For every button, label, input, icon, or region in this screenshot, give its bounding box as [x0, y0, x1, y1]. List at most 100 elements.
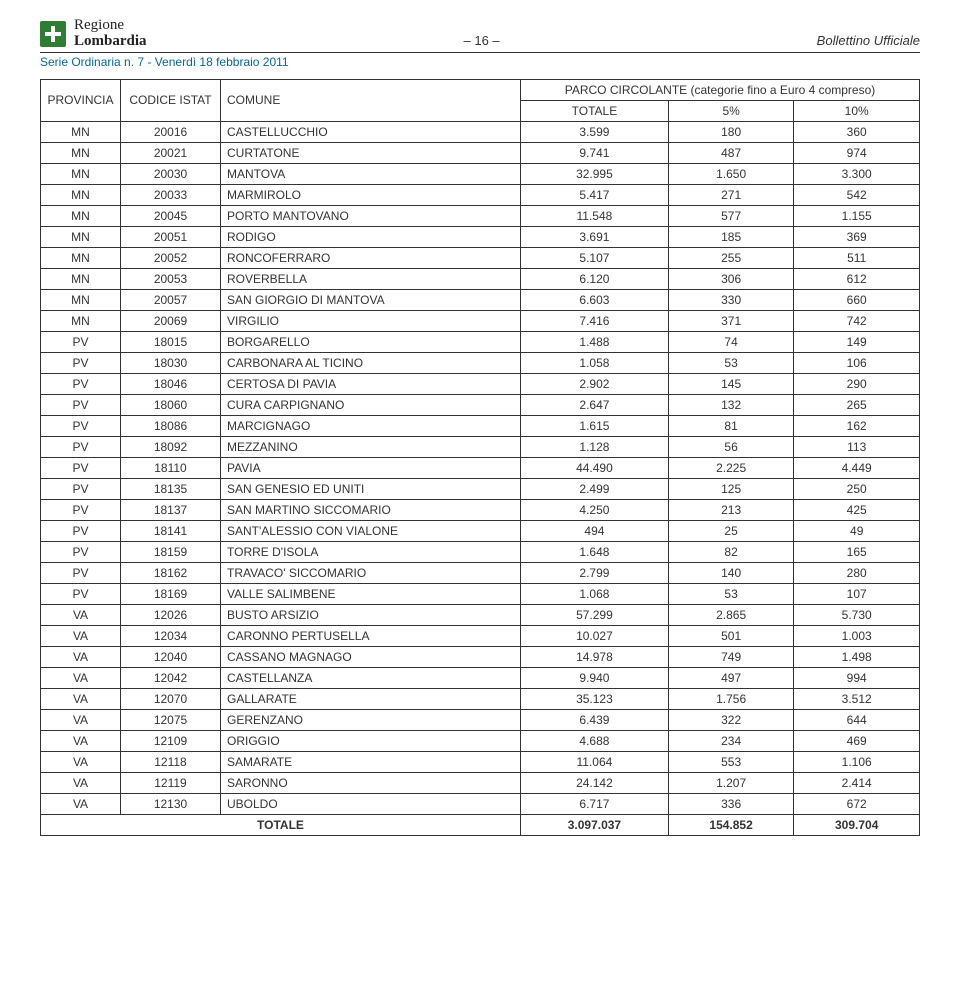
- cell-provincia: VA: [41, 772, 121, 793]
- table-row: PV18046CERTOSA DI PAVIA2.902145290: [41, 373, 920, 394]
- table-row: VA12070GALLARATE35.1231.7563.512: [41, 688, 920, 709]
- cell-totale: 6.120: [521, 268, 669, 289]
- cell-totale: 44.490: [521, 457, 669, 478]
- cell-10pct: 542: [794, 184, 920, 205]
- cell-codice: 12070: [121, 688, 221, 709]
- cell-comune: CURA CARPIGNANO: [221, 394, 521, 415]
- cell-comune: MANTOVA: [221, 163, 521, 184]
- cell-provincia: VA: [41, 751, 121, 772]
- cell-comune: GERENZANO: [221, 709, 521, 730]
- cell-comune: CURTATONE: [221, 142, 521, 163]
- cell-provincia: PV: [41, 583, 121, 604]
- page-container: Regione Lombardia – 16 – Bollettino Uffi…: [0, 0, 960, 856]
- cell-totale: 35.123: [521, 688, 669, 709]
- cell-10pct: 2.414: [794, 772, 920, 793]
- cell-10pct: 742: [794, 310, 920, 331]
- cell-10pct: 149: [794, 331, 920, 352]
- cell-codice: 18046: [121, 373, 221, 394]
- cell-totale: 6.603: [521, 289, 669, 310]
- cell-10pct: 107: [794, 583, 920, 604]
- cell-5pct: 306: [668, 268, 794, 289]
- table-row: PV18086MARCIGNAGO1.61581162: [41, 415, 920, 436]
- cell-provincia: MN: [41, 121, 121, 142]
- table-row: PV18162TRAVACO' SICCOMARIO2.799140280: [41, 562, 920, 583]
- cell-comune: PAVIA: [221, 457, 521, 478]
- total-label: TOTALE: [41, 814, 521, 835]
- cell-10pct: 265: [794, 394, 920, 415]
- cell-10pct: 511: [794, 247, 920, 268]
- cell-5pct: 2.225: [668, 457, 794, 478]
- cell-totale: 1.068: [521, 583, 669, 604]
- logo-block: Regione Lombardia: [40, 18, 147, 50]
- cell-10pct: 369: [794, 226, 920, 247]
- cell-comune: SAN GIORGIO DI MANTOVA: [221, 289, 521, 310]
- cell-totale: 2.499: [521, 478, 669, 499]
- table-row: MN20045PORTO MANTOVANO11.5485771.155: [41, 205, 920, 226]
- table-row: MN20052RONCOFERRARO5.107255511: [41, 247, 920, 268]
- table-header: PROVINCIA CODICE ISTAT COMUNE PARCO CIRC…: [41, 79, 920, 121]
- cell-10pct: 1.155: [794, 205, 920, 226]
- table-row: PV18060CURA CARPIGNANO2.647132265: [41, 394, 920, 415]
- cell-comune: RONCOFERRARO: [221, 247, 521, 268]
- cell-provincia: PV: [41, 541, 121, 562]
- cell-totale: 1.058: [521, 352, 669, 373]
- cell-5pct: 2.865: [668, 604, 794, 625]
- cell-comune: VALLE SALIMBENE: [221, 583, 521, 604]
- cell-comune: TORRE D'ISOLA: [221, 541, 521, 562]
- cell-10pct: 1.498: [794, 646, 920, 667]
- cell-provincia: PV: [41, 478, 121, 499]
- cell-totale: 9.741: [521, 142, 669, 163]
- top-bar: Regione Lombardia – 16 – Bollettino Uffi…: [40, 18, 920, 53]
- data-table: PROVINCIA CODICE ISTAT COMUNE PARCO CIRC…: [40, 79, 920, 836]
- cell-comune: MEZZANINO: [221, 436, 521, 457]
- cell-5pct: 234: [668, 730, 794, 751]
- table-row: PV18137SAN MARTINO SICCOMARIO4.250213425: [41, 499, 920, 520]
- cell-totale: 1.648: [521, 541, 669, 562]
- cell-totale: 1.615: [521, 415, 669, 436]
- cell-provincia: VA: [41, 604, 121, 625]
- cell-10pct: 425: [794, 499, 920, 520]
- table-row: PV18135SAN GENESIO ED UNITI2.499125250: [41, 478, 920, 499]
- table-row: PV18015BORGARELLO1.48874149: [41, 331, 920, 352]
- table-row: MN20053ROVERBELLA6.120306612: [41, 268, 920, 289]
- cell-5pct: 25: [668, 520, 794, 541]
- cell-5pct: 82: [668, 541, 794, 562]
- table-row: VA12040CASSANO MAGNAGO14.9787491.498: [41, 646, 920, 667]
- cell-5pct: 1.756: [668, 688, 794, 709]
- cell-totale: 2.902: [521, 373, 669, 394]
- cell-10pct: 250: [794, 478, 920, 499]
- cell-totale: 11.548: [521, 205, 669, 226]
- cell-5pct: 553: [668, 751, 794, 772]
- table-row: VA12119SARONNO24.1421.2072.414: [41, 772, 920, 793]
- cell-provincia: VA: [41, 688, 121, 709]
- cell-comune: PORTO MANTOVANO: [221, 205, 521, 226]
- cell-5pct: 180: [668, 121, 794, 142]
- cell-comune: GALLARATE: [221, 688, 521, 709]
- table-row: PV18159TORRE D'ISOLA1.64882165: [41, 541, 920, 562]
- cell-10pct: 1.003: [794, 625, 920, 646]
- cell-5pct: 322: [668, 709, 794, 730]
- cell-codice: 18110: [121, 457, 221, 478]
- cell-totale: 5.417: [521, 184, 669, 205]
- cell-5pct: 53: [668, 352, 794, 373]
- region-line1: Regione: [74, 18, 147, 34]
- cell-provincia: VA: [41, 793, 121, 814]
- region-line2: Lombardia: [74, 34, 147, 50]
- cell-comune: CASSANO MAGNAGO: [221, 646, 521, 667]
- cell-10pct: 994: [794, 667, 920, 688]
- cell-totale: 11.064: [521, 751, 669, 772]
- cell-codice: 12109: [121, 730, 221, 751]
- cell-provincia: PV: [41, 373, 121, 394]
- document-title: Bollettino Ufficiale: [817, 33, 920, 50]
- series-subhead: Serie Ordinaria n. 7 - Venerdì 18 febbra…: [40, 55, 920, 69]
- cell-comune: CARONNO PERTUSELLA: [221, 625, 521, 646]
- cell-codice: 18169: [121, 583, 221, 604]
- table-row: VA12130UBOLDO6.717336672: [41, 793, 920, 814]
- cell-comune: TRAVACO' SICCOMARIO: [221, 562, 521, 583]
- cell-totale: 3.691: [521, 226, 669, 247]
- cell-comune: ROVERBELLA: [221, 268, 521, 289]
- col-codice: CODICE ISTAT: [121, 79, 221, 121]
- cell-totale: 5.107: [521, 247, 669, 268]
- cell-10pct: 612: [794, 268, 920, 289]
- cell-codice: 12026: [121, 604, 221, 625]
